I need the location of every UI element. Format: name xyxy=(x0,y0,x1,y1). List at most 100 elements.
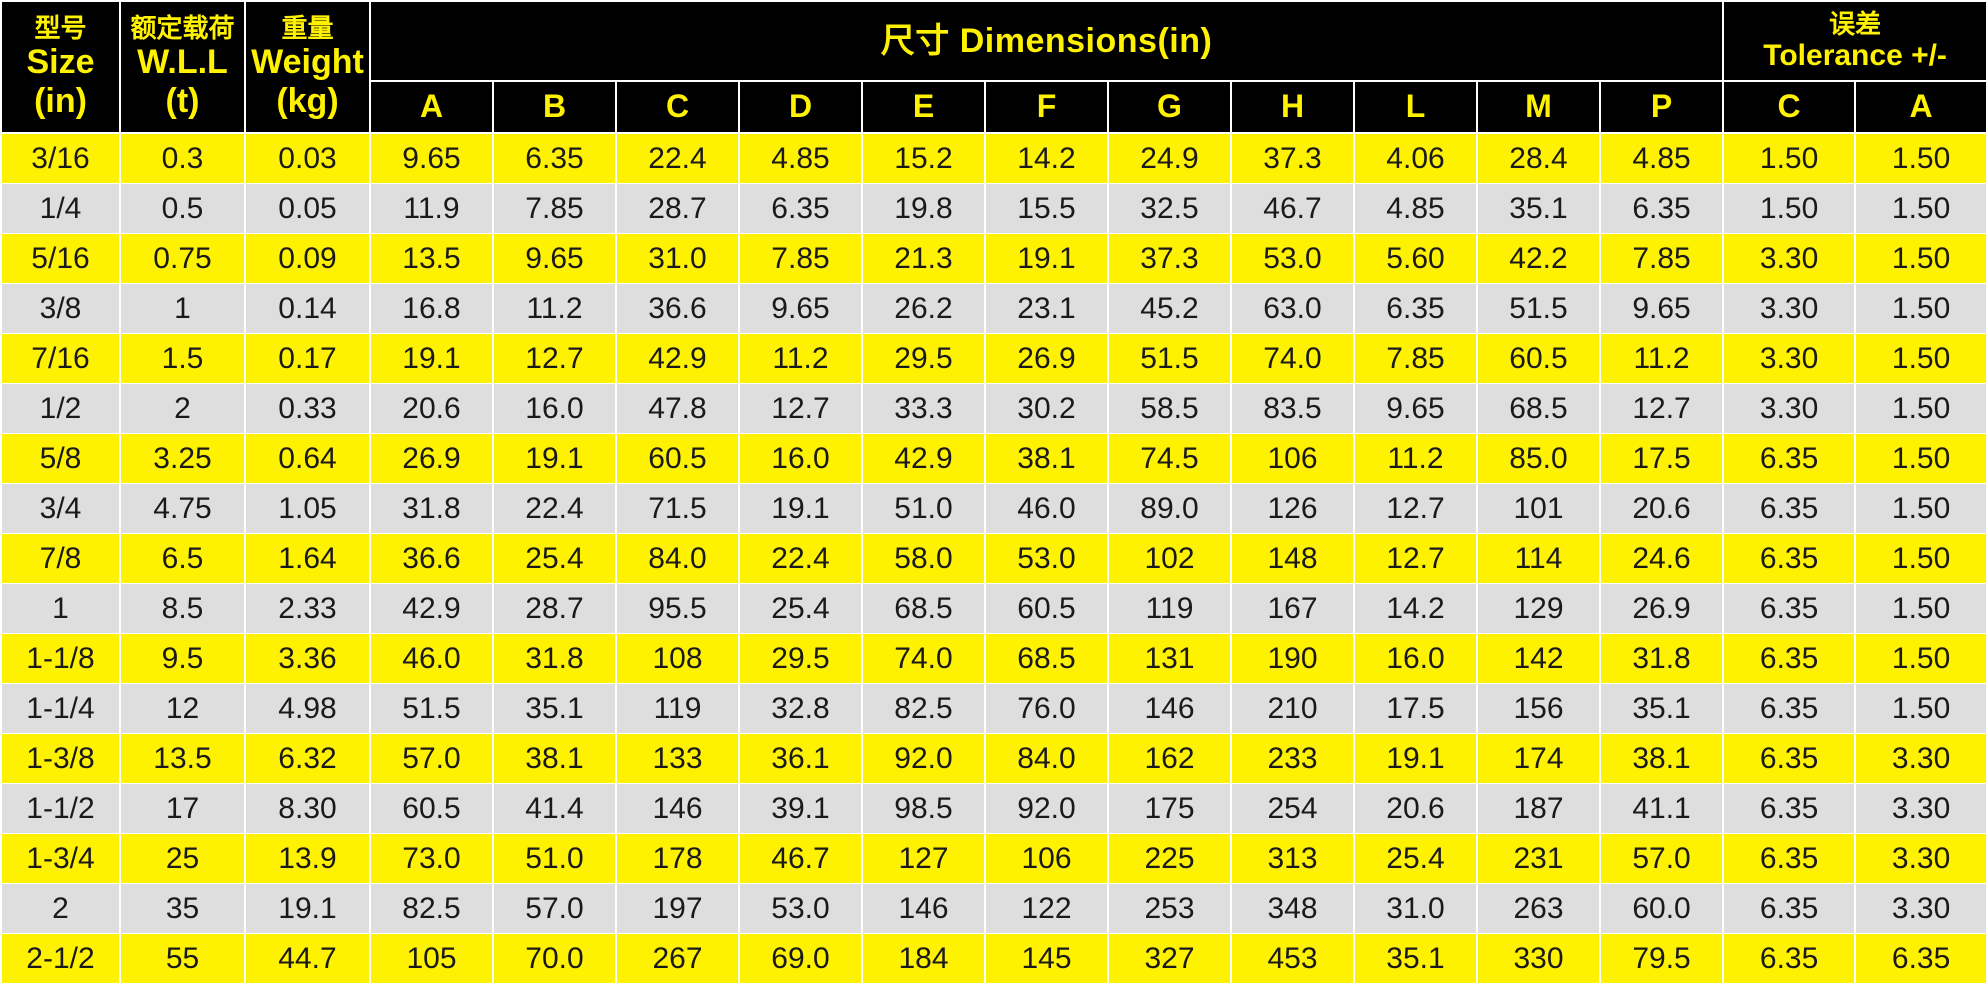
dim-h-cell: 63.0 xyxy=(1230,283,1355,334)
dim-a-cell: 73.0 xyxy=(369,833,494,884)
dim-l-cell: 17.5 xyxy=(1353,683,1478,734)
dim-e-cell: 15.2 xyxy=(861,132,986,184)
dim-p-cell: 9.65 xyxy=(1598,283,1725,334)
dim-m-cell: 231 xyxy=(1476,833,1601,884)
dim-e-cell: 21.3 xyxy=(861,233,986,284)
wll-cell: 0.5 xyxy=(119,183,246,234)
dim-b-cell: 6.35 xyxy=(492,132,617,184)
dim-f-cell: 92.0 xyxy=(984,783,1109,834)
dim-d-cell: 12.7 xyxy=(738,383,863,434)
dim-f-cell: 145 xyxy=(984,933,1109,984)
table-row: 5/8 3.25 0.64 26.9 19.1 60.5 16.0 42.9 38.1 74.5 1… xyxy=(0,433,1986,484)
dim-g-cell: 253 xyxy=(1107,883,1232,934)
dim-h-cell: 126 xyxy=(1230,483,1355,534)
dim-l-cell: 35.1 xyxy=(1353,933,1478,984)
weight-cell: 0.14 xyxy=(244,283,371,334)
dim-h-cell: 46.7 xyxy=(1230,183,1355,234)
tol-c-cell: 1.50 xyxy=(1722,183,1857,234)
wll-cell: 6.5 xyxy=(119,533,246,584)
size-cell: 1/4 xyxy=(0,183,121,234)
dim-h-cell: 53.0 xyxy=(1230,233,1355,284)
header-row-sub: A B C D E F G H L M P C A xyxy=(1,80,1986,134)
dim-header-p: P xyxy=(1598,80,1725,134)
table-row: 1-1/4 12 4.98 51.5 35.1 119 32.8 82.5 76.0 146 210… xyxy=(0,683,1986,734)
dim-a-cell: 9.65 xyxy=(369,132,494,184)
dim-p-cell: 20.6 xyxy=(1598,483,1725,534)
dim-g-cell: 131 xyxy=(1107,633,1232,684)
dim-h-cell: 210 xyxy=(1230,683,1355,734)
dim-e-cell: 82.5 xyxy=(861,683,986,734)
dim-e-cell: 184 xyxy=(861,933,986,984)
table-row: 3/16 0.3 0.03 9.65 6.35 22.4 4.85 15.2 14.2 24.9 3… xyxy=(0,132,1986,184)
dim-b-cell: 19.1 xyxy=(492,433,617,484)
table-row: 3/8 1 0.14 16.8 11.2 36.6 9.65 26.2 23.1 45.2 63.0… xyxy=(0,283,1986,334)
dim-l-cell: 9.65 xyxy=(1353,383,1478,434)
dim-header-f: F xyxy=(984,80,1109,134)
dim-a-cell: 31.8 xyxy=(369,483,494,534)
dim-g-cell: 32.5 xyxy=(1107,183,1232,234)
dim-e-cell: 42.9 xyxy=(861,433,986,484)
dim-l-cell: 12.7 xyxy=(1353,533,1478,584)
tol-a-cell: 1.50 xyxy=(1854,533,1986,584)
dim-a-cell: 82.5 xyxy=(369,883,494,934)
dim-m-cell: 28.4 xyxy=(1476,132,1601,184)
dim-h-cell: 190 xyxy=(1230,633,1355,684)
dim-header-l: L xyxy=(1353,80,1478,134)
dim-f-cell: 53.0 xyxy=(984,533,1109,584)
size-cell: 1 xyxy=(0,583,121,634)
dim-c-cell: 146 xyxy=(615,783,740,834)
dim-g-cell: 119 xyxy=(1107,583,1232,634)
tol-c-cell: 6.35 xyxy=(1722,583,1857,634)
dim-p-cell: 41.1 xyxy=(1598,783,1725,834)
dim-g-cell: 74.5 xyxy=(1107,433,1232,484)
dim-g-cell: 102 xyxy=(1107,533,1232,584)
dim-m-cell: 330 xyxy=(1476,933,1601,984)
dim-p-cell: 17.5 xyxy=(1598,433,1725,484)
tol-a-cell: 3.30 xyxy=(1854,783,1986,834)
tol-a-cell: 1.50 xyxy=(1854,132,1986,184)
table-row: 5/16 0.75 0.09 13.5 9.65 31.0 7.85 21.3 19.1 37.3… xyxy=(0,233,1986,284)
dim-header-m: M xyxy=(1476,80,1601,134)
dim-m-cell: 42.2 xyxy=(1476,233,1601,284)
weight-cell: 6.32 xyxy=(244,733,371,784)
dim-g-cell: 24.9 xyxy=(1107,132,1232,184)
tolerance-header: 误差 Tolerance +/- xyxy=(1722,0,1986,82)
dim-header-d: D xyxy=(738,80,863,134)
dim-g-cell: 327 xyxy=(1107,933,1232,984)
table-row: 7/8 6.5 1.64 36.6 25.4 84.0 22.4 58.0 53.0 102 148… xyxy=(0,533,1986,584)
weight-cell: 44.7 xyxy=(244,933,371,984)
dim-g-cell: 146 xyxy=(1107,683,1232,734)
dim-d-cell: 25.4 xyxy=(738,583,863,634)
wll-cell: 9.5 xyxy=(119,633,246,684)
wll-cell: 0.75 xyxy=(119,233,246,284)
dim-d-cell: 7.85 xyxy=(738,233,863,284)
weight-cell: 0.03 xyxy=(244,132,371,184)
weight-cell: 1.64 xyxy=(244,533,371,584)
dim-l-cell: 16.0 xyxy=(1353,633,1478,684)
dim-g-cell: 162 xyxy=(1107,733,1232,784)
dim-p-cell: 6.35 xyxy=(1598,183,1725,234)
table-row: 1-1/2 17 8.30 60.5 41.4 146 39.1 98.5 92.0 175 254… xyxy=(0,783,1986,834)
tol-c-cell: 6.35 xyxy=(1722,733,1857,784)
dim-f-cell: 106 xyxy=(984,833,1109,884)
table-row: 1-1/8 9.5 3.36 46.0 31.8 108 29.5 74.0 68.5 131 19… xyxy=(0,633,1986,684)
dim-c-cell: 178 xyxy=(615,833,740,884)
size-cell: 2 xyxy=(0,883,121,934)
dim-f-cell: 60.5 xyxy=(984,583,1109,634)
dim-e-cell: 146 xyxy=(861,883,986,934)
dim-c-cell: 119 xyxy=(615,683,740,734)
dim-b-cell: 12.7 xyxy=(492,333,617,384)
dim-header-h: H xyxy=(1230,80,1355,134)
size-header-cn: 型号 xyxy=(34,13,87,44)
dim-c-cell: 108 xyxy=(615,633,740,684)
wll-column-header: 额定载荷 W.L.L (t) xyxy=(119,0,246,134)
dim-a-cell: 105 xyxy=(369,933,494,984)
dim-c-cell: 31.0 xyxy=(615,233,740,284)
dim-m-cell: 174 xyxy=(1476,733,1601,784)
tol-a-cell: 1.50 xyxy=(1854,683,1986,734)
table-row: 1-3/4 25 13.9 73.0 51.0 178 46.7 127 106 225 313 25… xyxy=(0,833,1986,884)
weight-cell: 2.33 xyxy=(244,583,371,634)
dim-f-cell: 68.5 xyxy=(984,633,1109,684)
dim-d-cell: 46.7 xyxy=(738,833,863,884)
table-row: 3/4 4.75 1.05 31.8 22.4 71.5 19.1 51.0 46.0 89.0 1… xyxy=(0,483,1986,534)
